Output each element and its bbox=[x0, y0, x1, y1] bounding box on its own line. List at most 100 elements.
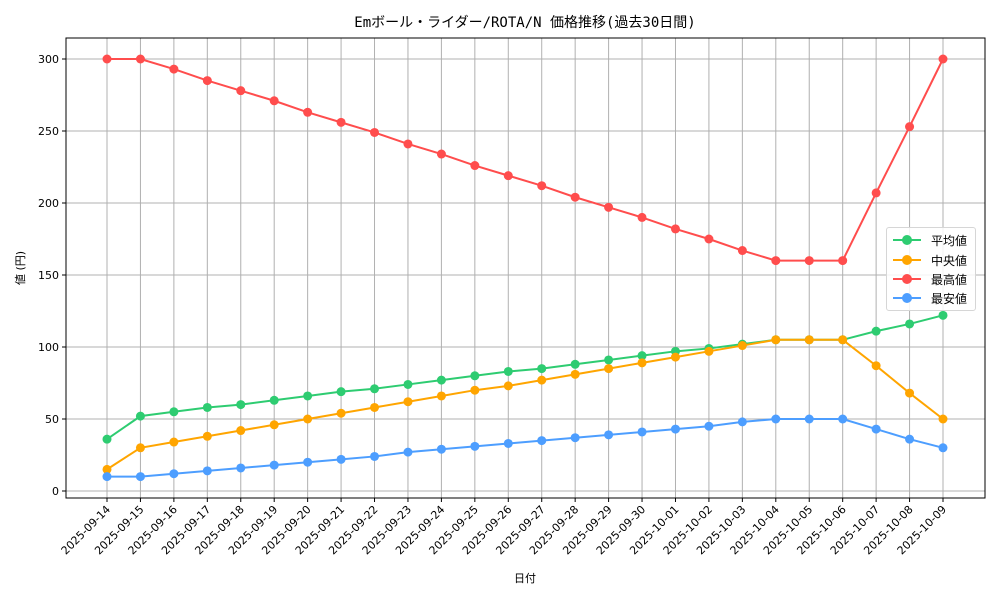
data-point bbox=[637, 212, 647, 222]
data-point bbox=[838, 256, 848, 266]
data-point bbox=[403, 447, 413, 457]
data-point bbox=[236, 426, 246, 436]
data-point bbox=[436, 444, 446, 454]
legend-marker-icon bbox=[893, 288, 921, 308]
data-point bbox=[704, 421, 714, 431]
data-point bbox=[771, 335, 781, 345]
data-point bbox=[604, 430, 614, 440]
data-point bbox=[938, 310, 948, 320]
data-point bbox=[470, 161, 480, 171]
data-point bbox=[169, 437, 179, 447]
grid-lines bbox=[66, 38, 985, 498]
data-point bbox=[269, 460, 279, 470]
data-point bbox=[135, 472, 145, 482]
plot-area-frame bbox=[65, 37, 986, 499]
data-point bbox=[871, 188, 881, 198]
data-point bbox=[269, 420, 279, 430]
series-line bbox=[102, 310, 948, 444]
data-point bbox=[436, 391, 446, 401]
legend: 平均値 中央値 最高値 最安値 bbox=[886, 227, 976, 311]
legend-item-median: 中央値 bbox=[893, 250, 967, 270]
data-point bbox=[570, 369, 580, 379]
y-tick-label: 250 bbox=[38, 125, 59, 138]
data-point bbox=[303, 391, 313, 401]
y-tick-label: 150 bbox=[38, 269, 59, 282]
data-point bbox=[604, 202, 614, 212]
data-point bbox=[336, 117, 346, 127]
chart-title: Emボール・ライダー/ROTA/N 価格推移(過去30日間) bbox=[354, 15, 696, 31]
data-point bbox=[871, 326, 881, 336]
data-point bbox=[670, 224, 680, 234]
series-line bbox=[102, 414, 948, 482]
data-point bbox=[370, 451, 380, 461]
data-point bbox=[336, 454, 346, 464]
data-point bbox=[236, 463, 246, 473]
data-point bbox=[905, 319, 915, 329]
data-point bbox=[905, 434, 915, 444]
data-point bbox=[938, 54, 948, 64]
legend-marker-icon bbox=[893, 230, 921, 250]
data-point bbox=[202, 431, 212, 441]
data-point bbox=[905, 122, 915, 132]
data-point bbox=[202, 76, 212, 86]
legend-marker-icon bbox=[893, 250, 921, 270]
data-point bbox=[403, 397, 413, 407]
data-point bbox=[871, 361, 881, 371]
data-point bbox=[436, 149, 446, 159]
legend-item-min: 最安値 bbox=[893, 288, 967, 308]
data-point bbox=[236, 86, 246, 96]
data-point bbox=[637, 427, 647, 437]
data-point bbox=[370, 127, 380, 137]
data-point bbox=[169, 407, 179, 417]
data-point bbox=[503, 366, 513, 376]
data-point bbox=[470, 371, 480, 381]
data-point bbox=[604, 364, 614, 374]
data-point bbox=[169, 469, 179, 479]
x-axis-ticks: 2025-09-142025-09-152025-09-162025-09-17… bbox=[59, 498, 949, 557]
data-point bbox=[537, 364, 547, 374]
data-point bbox=[336, 387, 346, 397]
data-point bbox=[336, 408, 346, 418]
data-point bbox=[202, 402, 212, 412]
data-point bbox=[503, 171, 513, 181]
data-point bbox=[303, 107, 313, 117]
data-point bbox=[135, 54, 145, 64]
y-tick-label: 100 bbox=[38, 341, 59, 354]
data-series bbox=[102, 54, 948, 482]
data-point bbox=[637, 351, 647, 361]
data-point bbox=[771, 256, 781, 266]
data-point bbox=[637, 358, 647, 368]
data-point bbox=[102, 472, 112, 482]
data-point bbox=[470, 385, 480, 395]
legend-label: 中央値 bbox=[931, 253, 968, 268]
y-axis-label: 値 (円) bbox=[14, 251, 27, 285]
data-point bbox=[938, 414, 948, 424]
data-point bbox=[737, 246, 747, 256]
x-axis-label: 日付 bbox=[514, 572, 536, 585]
data-point bbox=[537, 436, 547, 446]
data-point bbox=[403, 139, 413, 149]
data-point bbox=[169, 64, 179, 74]
data-point bbox=[370, 402, 380, 412]
data-point bbox=[838, 335, 848, 345]
y-tick-label: 300 bbox=[38, 53, 59, 66]
legend-label: 最高値 bbox=[931, 272, 968, 287]
data-point bbox=[771, 414, 781, 424]
data-point bbox=[503, 381, 513, 391]
data-point bbox=[102, 464, 112, 474]
data-point bbox=[236, 400, 246, 410]
data-point bbox=[303, 457, 313, 467]
data-point bbox=[737, 417, 747, 427]
data-point bbox=[704, 346, 714, 356]
legend-label: 最安値 bbox=[931, 291, 968, 306]
data-point bbox=[503, 438, 513, 448]
data-point bbox=[737, 341, 747, 351]
data-point bbox=[570, 359, 580, 369]
data-point bbox=[303, 414, 313, 424]
y-tick-label: 200 bbox=[38, 197, 59, 210]
data-point bbox=[370, 384, 380, 394]
y-axis-ticks: 0 50 100 150 200 250 300 bbox=[38, 53, 66, 498]
y-tick-label: 50 bbox=[45, 413, 59, 426]
data-point bbox=[202, 466, 212, 476]
